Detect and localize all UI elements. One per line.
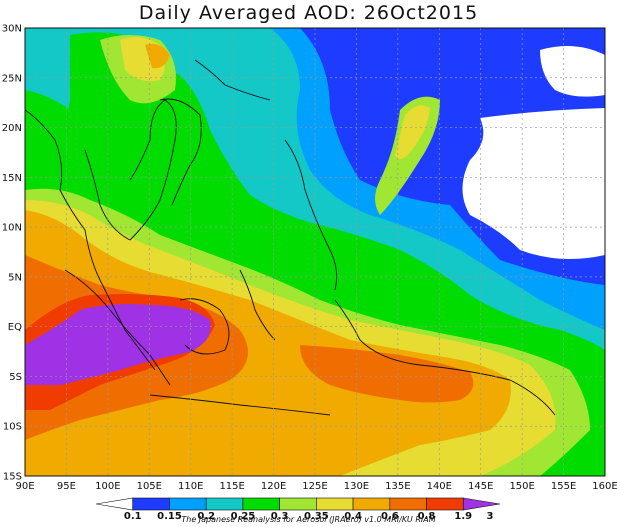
x-tick-label: 100E	[95, 481, 120, 492]
colorbar-level-label: 0.8	[418, 511, 436, 522]
colorbar-level-label: 0.25	[231, 511, 256, 522]
x-axis-labels: 90E 95E 100E 105E 110E 115E 120E 125E 130E 135E 14…	[15, 481, 617, 492]
x-tick-label: 125E	[302, 481, 327, 492]
y-axis-labels: 15S 10S 5S EQ 5N 10N 15N 20N 25N 30N	[2, 24, 22, 483]
colorbar-swatch	[205, 497, 244, 511]
y-tick-label: 10S	[3, 422, 22, 433]
y-tick-label: 15S	[3, 472, 22, 483]
colorbar-level-label: 0.15	[157, 511, 182, 522]
colorbar-level-label: 3	[487, 511, 494, 522]
x-tick-label: 120E	[261, 481, 286, 492]
colorbar-level-label: 0.3	[271, 511, 289, 522]
x-tick-label: 110E	[178, 481, 203, 492]
colorbar-level-label: 1.9	[454, 511, 472, 522]
colorbar-level-label: 0.4	[344, 511, 362, 522]
colorbar-swatch	[426, 497, 464, 511]
map-frame	[24, 27, 606, 477]
colorbar-swatch	[389, 497, 427, 511]
colorbar-level-label: 0.35	[304, 511, 329, 522]
aod-field	[25, 28, 605, 476]
x-tick-label: 105E	[137, 481, 162, 492]
footer-credit: The Japanese Reanalysis for Aerosol (JRA…	[181, 515, 436, 524]
colorbar-swatch	[95, 497, 134, 511]
x-tick-label: 135E	[385, 481, 410, 492]
x-tick-label: 155E	[551, 481, 576, 492]
map-title: Daily Averaged AOD: 26Oct2015	[138, 2, 479, 24]
x-tick-label: 95E	[57, 481, 76, 492]
colorbar-swatch	[462, 497, 501, 511]
y-tick-label: 5S	[9, 372, 22, 383]
colorbar-swatch	[242, 497, 280, 511]
y-tick-label: 5N	[8, 272, 22, 283]
x-tick-label: 140E	[427, 481, 452, 492]
colorbar-swatch	[279, 497, 317, 511]
colorbar-swatch	[169, 497, 207, 511]
colorbar-level-label: 0.6	[381, 511, 399, 522]
colorbar-level-label: 0.1	[124, 511, 142, 522]
x-tick-label: 115E	[219, 481, 244, 492]
y-tick-label: 20N	[2, 123, 22, 134]
x-tick-label: 90E	[15, 481, 34, 492]
colorbar-swatch	[352, 497, 391, 511]
y-tick-label: 10N	[2, 223, 22, 234]
y-tick-label: 30N	[2, 24, 22, 35]
x-tick-label: 145E	[468, 481, 493, 492]
x-tick-label: 150E	[509, 481, 534, 492]
colorbar-swatch	[316, 497, 354, 511]
map-grid	[25, 28, 605, 476]
y-tick-label: 15N	[2, 173, 22, 184]
coastlines	[25, 59, 556, 416]
x-tick-label: 160E	[592, 481, 617, 492]
y-tick-label: 25N	[2, 73, 22, 84]
colorbar-swatch	[132, 497, 170, 511]
x-tick-label: 130E	[344, 481, 369, 492]
colorbar: 0.1 0.15 0.2 0.25 0.3 0.35 0.4 0.6 0.8 1.9 3	[95, 497, 501, 522]
y-tick-label: EQ	[8, 322, 22, 333]
colorbar-level-label: 0.2	[197, 511, 215, 522]
